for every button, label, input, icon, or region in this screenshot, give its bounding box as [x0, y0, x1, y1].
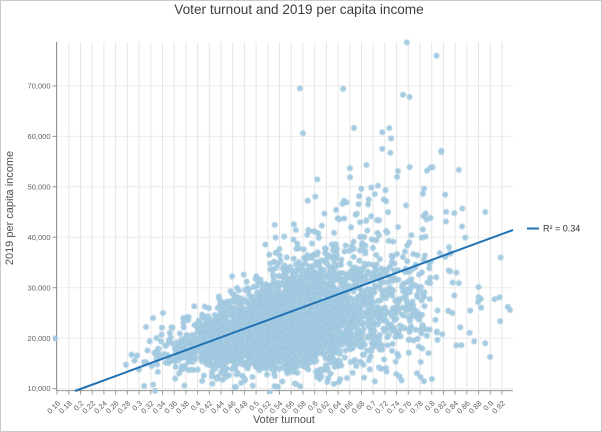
svg-text:60,000: 60,000: [28, 132, 51, 141]
svg-text:Voter turnout and 2019 per cap: Voter turnout and 2019 per capita income: [174, 2, 423, 17]
svg-text:50,000: 50,000: [28, 182, 51, 191]
svg-text:10,000: 10,000: [28, 384, 51, 393]
svg-text:40,000: 40,000: [28, 233, 51, 242]
svg-text:20,000: 20,000: [28, 334, 51, 343]
svg-text:30,000: 30,000: [28, 283, 51, 292]
svg-text:2019 per capita income: 2019 per capita income: [4, 151, 16, 265]
svg-text:Voter turnout: Voter turnout: [253, 414, 315, 426]
svg-text:R² = 0.34: R² = 0.34: [543, 224, 580, 234]
svg-text:70,000: 70,000: [28, 82, 51, 91]
